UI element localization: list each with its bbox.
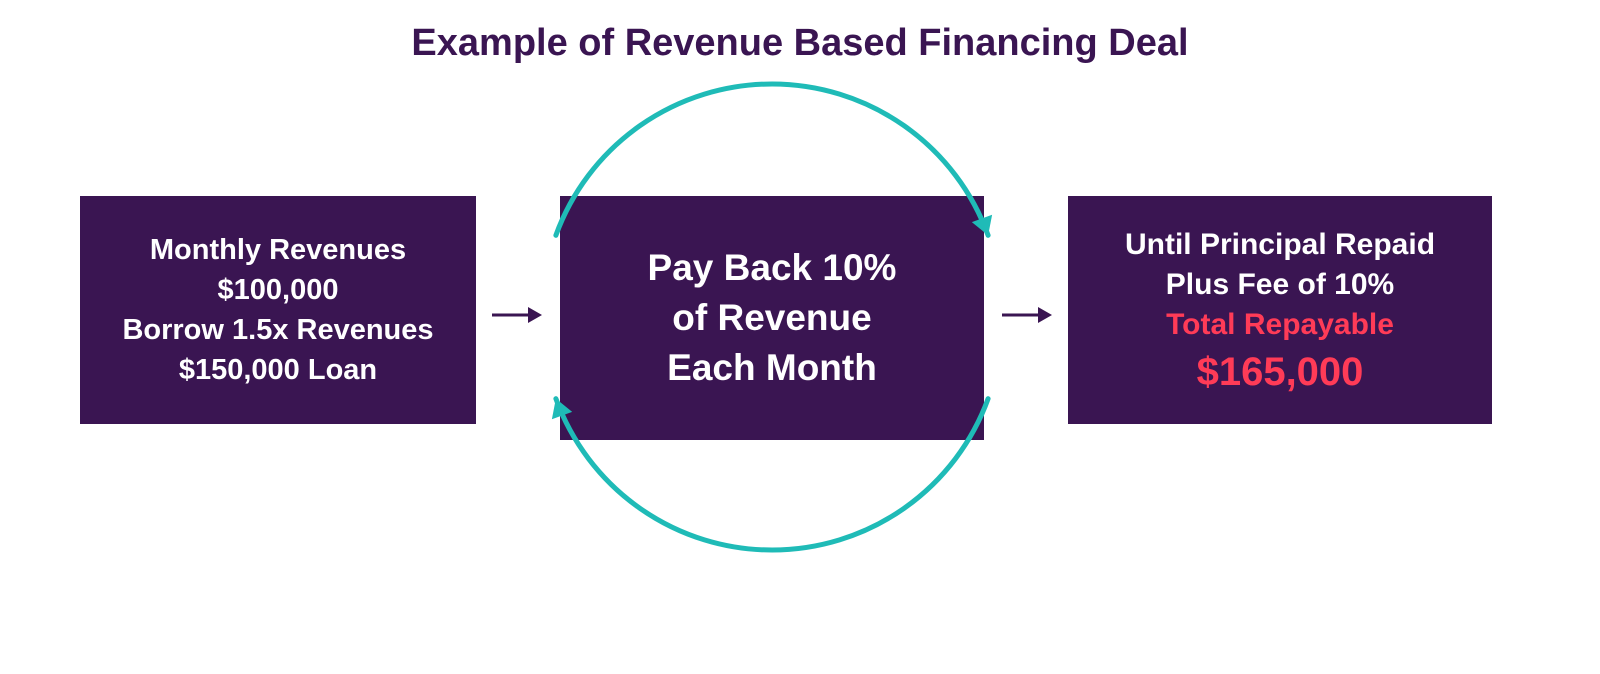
box-right-white-1: Until Principal Repaid <box>1125 225 1435 265</box>
cycle-arrow-bottom-icon <box>502 50 1042 590</box>
box-left-line-2: $100,000 <box>218 270 339 310</box>
box-right-white-2: Plus Fee of 10% <box>1166 265 1394 305</box>
box-right-red-value: $165,000 <box>1197 349 1364 395</box>
box-right: Until Principal Repaid Plus Fee of 10% T… <box>1068 196 1492 424</box>
box-right-red-label: Total Repayable <box>1166 305 1394 345</box>
box-left-line-3: Borrow 1.5x Revenues <box>122 310 433 350</box>
box-left-line-1: Monthly Revenues <box>150 230 406 270</box>
box-left-line-4: $150,000 Loan <box>179 350 377 390</box>
box-left: Monthly Revenues $100,000 Borrow 1.5x Re… <box>80 196 476 424</box>
